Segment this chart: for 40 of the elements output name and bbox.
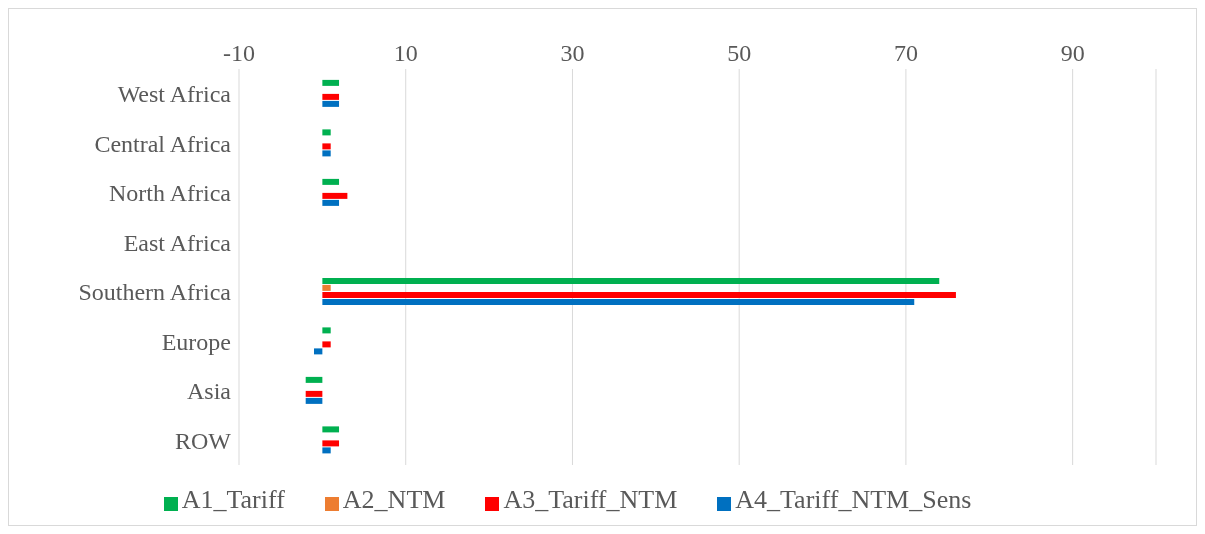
y-tick-label: ROW <box>175 427 232 454</box>
bar <box>322 100 340 107</box>
bar <box>322 327 331 334</box>
bar <box>322 440 340 447</box>
y-tick-label: Southern Africa <box>78 279 232 306</box>
bar <box>322 93 340 100</box>
x-tick-label: 10 <box>393 40 418 66</box>
x-tick-label: 70 <box>893 40 918 66</box>
x-tick-label: 50 <box>727 40 752 66</box>
y-tick-label: North Africa <box>109 180 232 207</box>
bar <box>322 291 956 298</box>
bar <box>322 284 331 291</box>
x-tick-label: -10 <box>223 40 255 66</box>
legend-label: A1_Tariff <box>181 485 285 514</box>
bar <box>322 79 340 86</box>
bar <box>322 447 331 454</box>
legend-label: A4_Tariff_NTM_Sens <box>735 485 972 514</box>
bar <box>322 298 915 305</box>
bar <box>322 178 340 185</box>
bar <box>322 199 340 206</box>
y-tick-label: Central Africa <box>94 130 232 157</box>
bar <box>305 397 323 404</box>
bar <box>314 348 323 355</box>
bar <box>322 143 331 150</box>
y-tick-label: East Africa <box>123 229 232 256</box>
x-tick-label: 90 <box>1060 40 1085 66</box>
bar <box>322 277 940 284</box>
y-tick-label: West Africa <box>117 81 232 108</box>
legend-label: A3_Tariff_NTM <box>503 485 678 514</box>
bar <box>322 192 348 199</box>
legend-label: A2_NTM <box>342 485 446 514</box>
bar <box>322 341 331 348</box>
bar <box>322 129 331 136</box>
bar <box>322 426 340 433</box>
bar <box>322 150 331 157</box>
bar <box>305 376 323 383</box>
y-tick-label: Europe <box>161 328 231 355</box>
x-tick-label: 30 <box>560 40 585 66</box>
bar <box>305 390 323 397</box>
y-tick-label: Asia <box>187 378 232 405</box>
